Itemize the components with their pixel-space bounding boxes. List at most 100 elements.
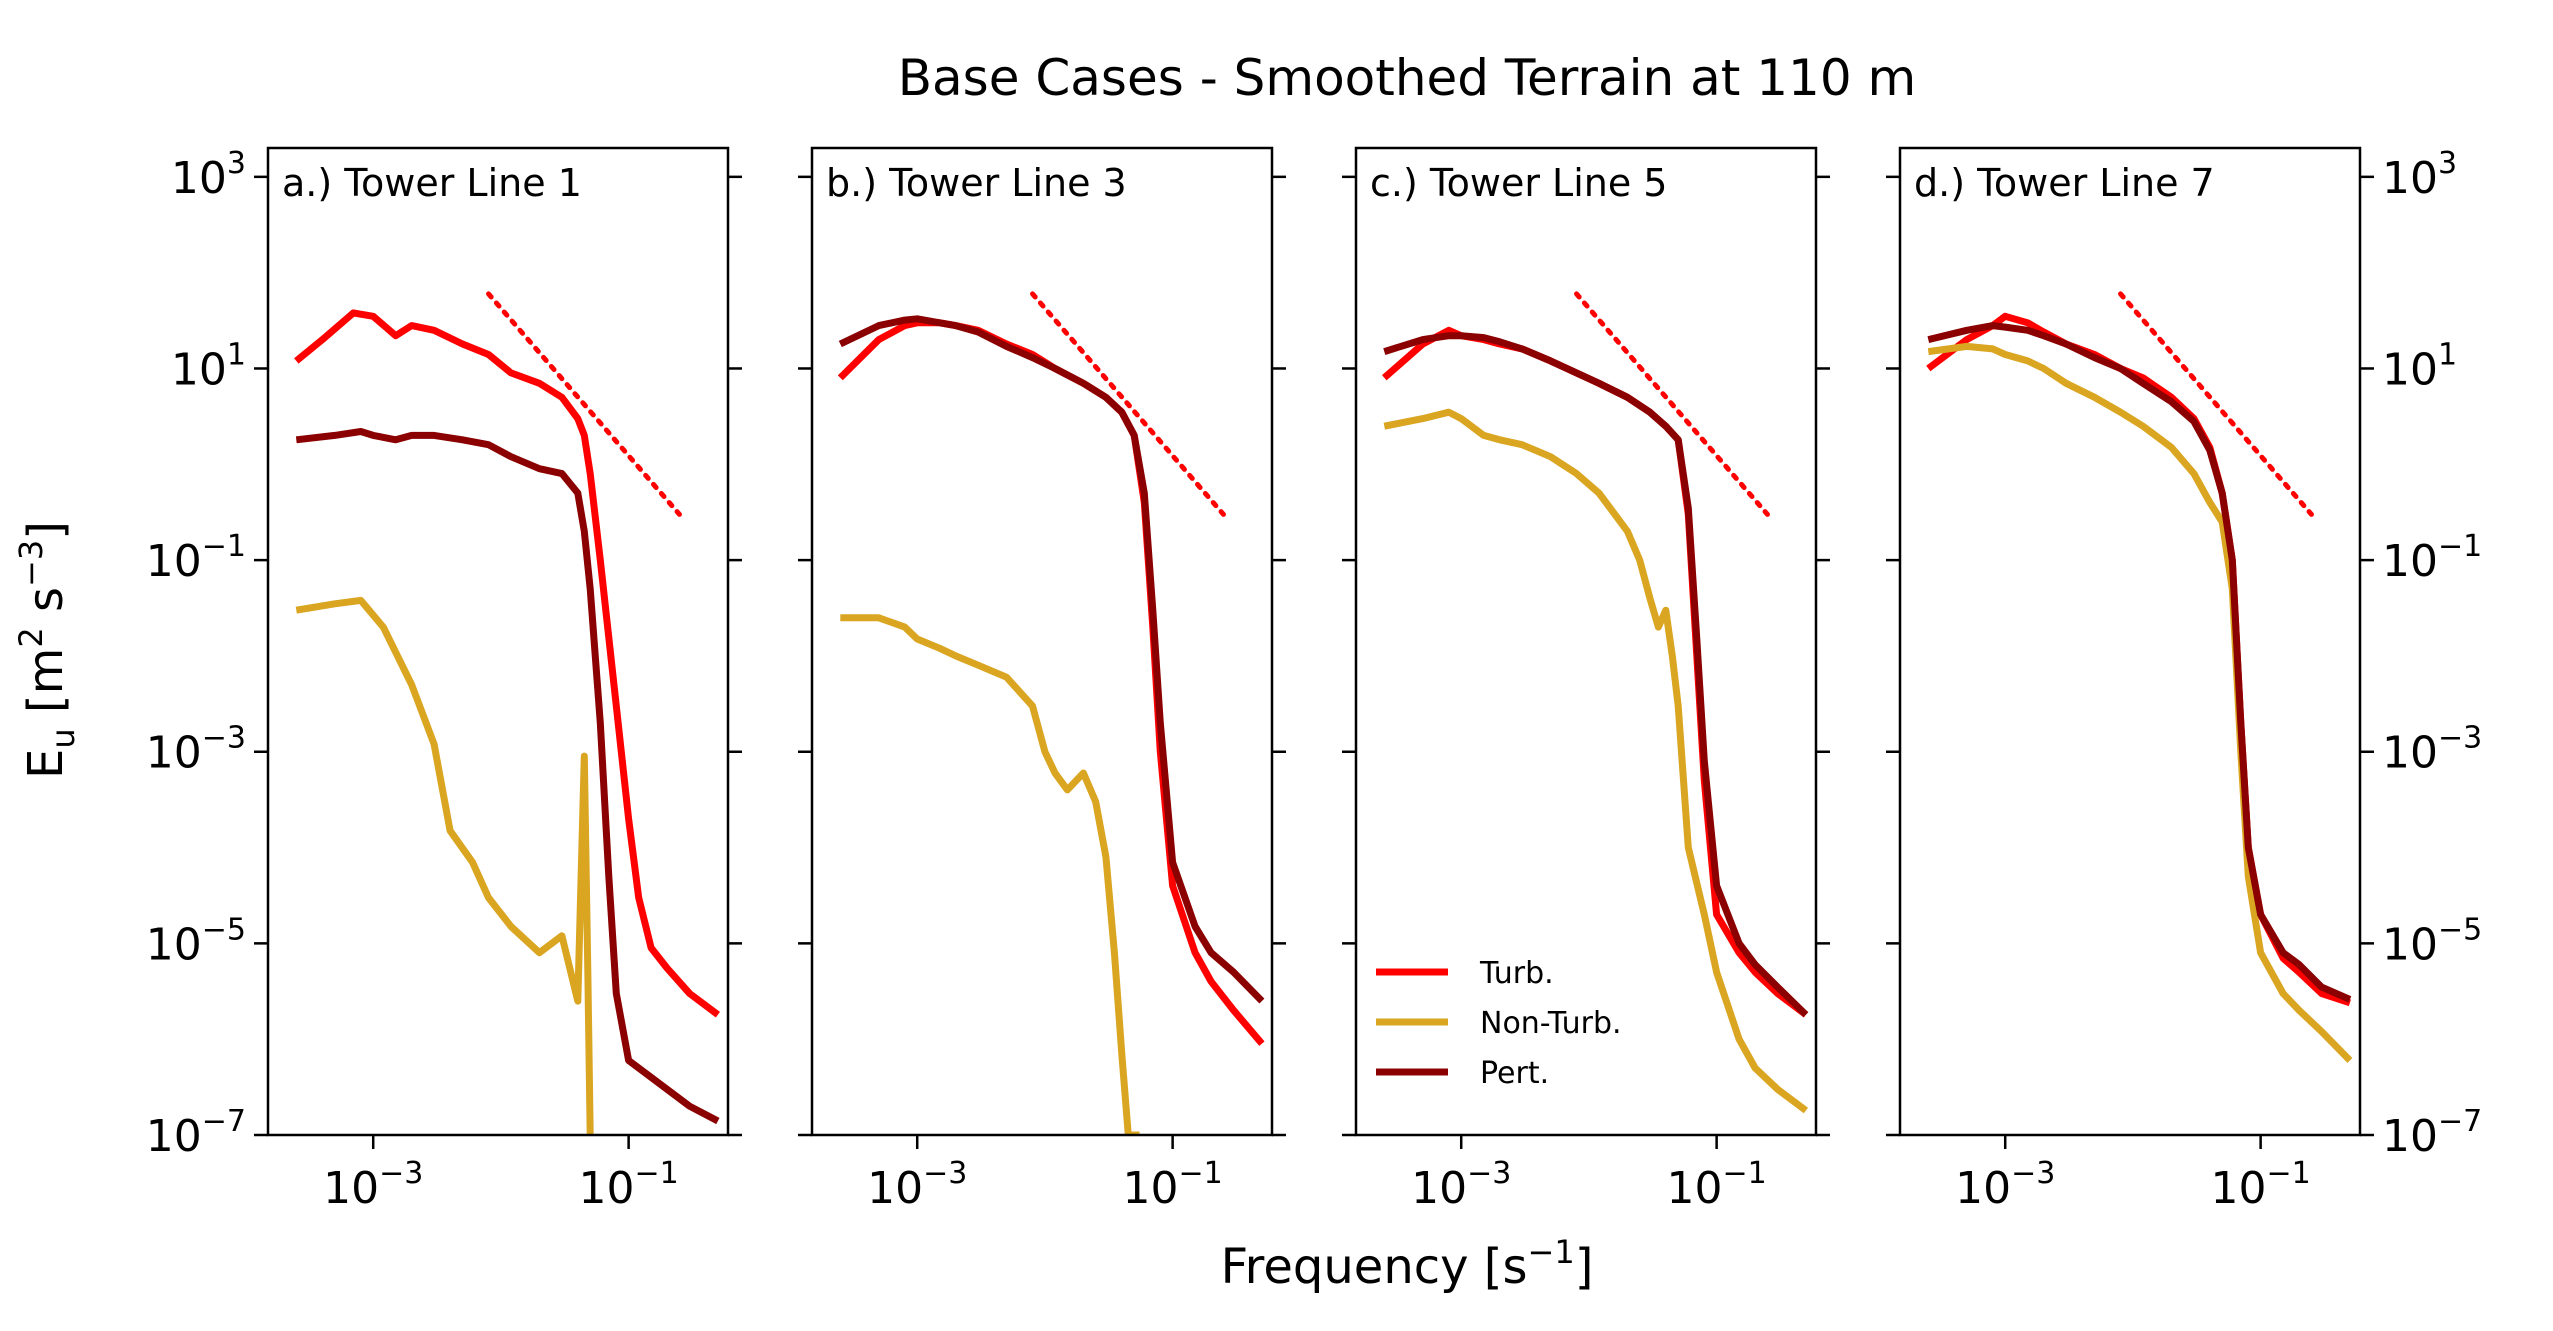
y-tick-label-exponent: 3 bbox=[227, 146, 246, 181]
y-tick-label: 103 bbox=[171, 146, 246, 204]
x-tick-label-base: 10 bbox=[867, 1163, 923, 1214]
series-line-pert bbox=[838, 315, 1265, 1004]
y-tick-label-base: 10 bbox=[146, 536, 202, 587]
x-tick-label-base: 10 bbox=[1667, 1163, 1723, 1214]
legend-label: Turb. bbox=[1479, 956, 1554, 991]
y-tick-label-base: 10 bbox=[171, 344, 227, 395]
x-tick-label-base: 10 bbox=[323, 1163, 379, 1214]
x-axis-label: Frequency [s−1] bbox=[1221, 1233, 1594, 1295]
x-tick-label-base: 10 bbox=[2211, 1163, 2267, 1214]
y-tick-label-exponent: −3 bbox=[2438, 721, 2482, 756]
series-line-turb bbox=[1381, 326, 1808, 1018]
panel-frame bbox=[1898, 146, 2362, 1137]
x-tick-label: 10−3 bbox=[1955, 1156, 2055, 1214]
x-axis-label-end: ] bbox=[1575, 1239, 1594, 1295]
y-tick-label: 10−5 bbox=[146, 912, 246, 970]
x-tick-label-exponent: −3 bbox=[923, 1156, 967, 1191]
y-tick-label: 10−3 bbox=[146, 721, 246, 779]
y-tick-label-exponent: −7 bbox=[2438, 1104, 2482, 1139]
panel-plot-area bbox=[1926, 291, 2353, 1063]
series-line-pert bbox=[1383, 332, 1809, 1018]
panel-2: b.) Tower Line 310−3 10−1 bbox=[798, 146, 1286, 1214]
x-tick-label-exponent: −3 bbox=[379, 1156, 423, 1191]
reference-slope-line bbox=[486, 291, 682, 517]
x-tick-label: 10−3 bbox=[323, 1156, 423, 1214]
y-tick-label-base: 10 bbox=[171, 153, 227, 204]
series-line-non-turb bbox=[840, 614, 1140, 1135]
series-line-pert bbox=[1927, 322, 2352, 1003]
x-tick-label-base: 10 bbox=[1123, 1163, 1179, 1214]
y-tick-label-exponent: −5 bbox=[202, 912, 246, 947]
legend: Turb. Non-Turb. Pert. bbox=[1376, 956, 1622, 1091]
y-tick-label-exponent: −7 bbox=[202, 1104, 246, 1139]
y-tick-label-base: 10 bbox=[146, 919, 202, 970]
y-axis-label-exp2: −3 bbox=[12, 540, 50, 587]
y-tick-label-exponent: −5 bbox=[2438, 912, 2482, 947]
figure-title: Base Cases - Smoothed Terrain at 110 m bbox=[898, 49, 1917, 107]
panel-plot-area bbox=[1381, 291, 1809, 1114]
series-line-non-turb bbox=[295, 596, 594, 1135]
legend-label: Non-Turb. bbox=[1480, 1006, 1622, 1041]
y-axis-label-end: ] bbox=[18, 521, 74, 540]
y-tick-label: 101 bbox=[2382, 337, 2457, 395]
x-tick-label: 10−1 bbox=[2211, 1156, 2311, 1214]
panel-plot-area bbox=[294, 291, 720, 1135]
panel-frame bbox=[266, 146, 730, 1137]
panels: a.) Tower Line 110−3 10−110310110−110−310… bbox=[146, 146, 2482, 1214]
y-axis-label-exp1: 2 bbox=[12, 627, 50, 647]
x-tick-label: 10−3 bbox=[867, 1156, 967, 1214]
y-tick-label: 10−5 bbox=[2382, 912, 2482, 970]
y-tick-label: 10−7 bbox=[146, 1104, 246, 1162]
panel-3: c.) Tower Line 510−3 10−1Turb.Non-Turb.Pe… bbox=[1342, 146, 1830, 1214]
x-tick-label-exponent: −1 bbox=[1723, 1156, 1767, 1191]
y-tick-label-base: 10 bbox=[2382, 536, 2438, 587]
y-tick-label-base: 10 bbox=[2382, 153, 2438, 204]
y-axis-label-text: E bbox=[18, 749, 74, 779]
series-line-non-turb bbox=[1383, 408, 1808, 1114]
panel-title: d.) Tower Line 7 bbox=[1914, 161, 2215, 205]
y-tick-label-base: 10 bbox=[146, 728, 202, 779]
reference-slope-line bbox=[1030, 291, 1226, 517]
x-tick-label-base: 10 bbox=[579, 1163, 635, 1214]
panel-title: c.) Tower Line 5 bbox=[1370, 161, 1668, 205]
y-axis-label-subscript: u bbox=[44, 728, 82, 748]
y-tick-label-exponent: 1 bbox=[227, 337, 246, 372]
y-tick-label-base: 10 bbox=[2382, 1111, 2438, 1162]
legend-label: Pert. bbox=[1480, 1056, 1549, 1091]
y-tick-label-base: 10 bbox=[2382, 728, 2438, 779]
y-tick-label: 10−3 bbox=[2382, 721, 2482, 779]
y-tick-label: 103 bbox=[2382, 146, 2457, 204]
y-axis-label-unit2: s bbox=[18, 587, 74, 627]
x-tick-label-exponent: −1 bbox=[2267, 1156, 2311, 1191]
y-tick-label-exponent: −1 bbox=[2438, 529, 2482, 564]
series-line-turb bbox=[1926, 312, 2351, 1007]
reference-slope-line bbox=[1574, 291, 1770, 517]
x-tick-label-exponent: −3 bbox=[2011, 1156, 2055, 1191]
y-tick-label-exponent: 3 bbox=[2438, 146, 2457, 181]
y-axis-label: Eu [m2 s−3] bbox=[12, 521, 82, 779]
x-tick-label: 10−1 bbox=[1123, 1156, 1223, 1214]
y-axis-label-unit: [m bbox=[18, 648, 74, 729]
reference-slope-line bbox=[2118, 291, 2314, 517]
x-tick-label: 10−1 bbox=[1667, 1156, 1767, 1214]
x-axis-label-text: Frequency [s bbox=[1221, 1239, 1528, 1295]
series-line-pert bbox=[295, 428, 720, 1125]
y-tick-label: 10−1 bbox=[2382, 529, 2482, 587]
panel-frame bbox=[810, 146, 1274, 1137]
x-tick-label-exponent: −1 bbox=[1179, 1156, 1223, 1191]
x-tick-label-exponent: −3 bbox=[1467, 1156, 1511, 1191]
panel-1: a.) Tower Line 110−3 10−110310110−110−310… bbox=[146, 146, 742, 1214]
panel-plot-area bbox=[837, 291, 1265, 1135]
y-tick-label: 10−7 bbox=[2382, 1104, 2482, 1162]
y-tick-label-base: 10 bbox=[2382, 919, 2438, 970]
y-tick-label-exponent: 1 bbox=[2438, 337, 2457, 372]
x-tick-label: 10−3 bbox=[1411, 1156, 1511, 1214]
y-tick-label: 10−1 bbox=[146, 529, 246, 587]
x-axis-label-exponent: −1 bbox=[1528, 1233, 1575, 1271]
panel-4: d.) Tower Line 710−3 10−110310110−110−310… bbox=[1886, 146, 2482, 1214]
x-tick-label-exponent: −1 bbox=[635, 1156, 679, 1191]
series-line-non-turb bbox=[1927, 342, 2353, 1063]
x-tick-label-base: 10 bbox=[1955, 1163, 2011, 1214]
series-line-turb bbox=[294, 309, 720, 1018]
